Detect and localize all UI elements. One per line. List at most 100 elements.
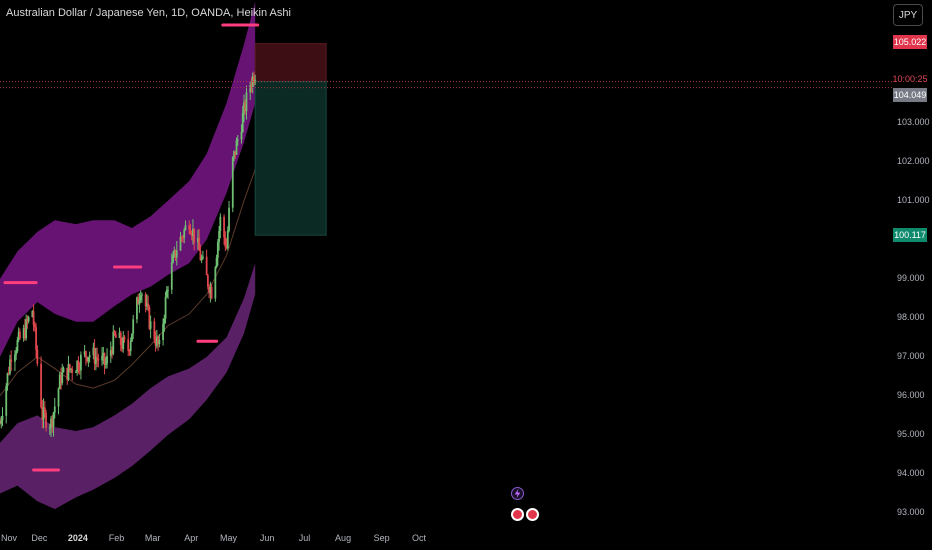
candle-body: [87, 357, 90, 362]
candle: [106, 348, 108, 369]
candle-body: [32, 310, 35, 325]
candle: [7, 366, 10, 376]
upper-band: [0, 1, 256, 357]
x-tick-label: Aug: [335, 533, 352, 543]
candle-body: [231, 157, 234, 208]
event-marker-1-icon[interactable]: [511, 508, 524, 521]
candle: [6, 372, 9, 391]
candle-body: [200, 258, 203, 261]
candle: [14, 350, 16, 372]
candle-body: [17, 331, 20, 340]
candle: [75, 370, 77, 373]
candle-body: [141, 294, 143, 296]
candle-body: [1, 415, 4, 421]
candle: [9, 354, 11, 376]
candle: [210, 283, 213, 300]
candle: [241, 105, 244, 133]
candle: [27, 315, 30, 324]
candle-body: [57, 388, 60, 407]
candle: [67, 355, 70, 382]
candle-body: [132, 319, 135, 334]
candle-body: [94, 356, 97, 364]
candle-body: [42, 407, 45, 420]
event-marker-2-icon[interactable]: [526, 508, 539, 521]
candle-body: [131, 333, 133, 342]
candle: [235, 137, 238, 155]
axis-lines: [0, 81, 893, 89]
x-tick-label: Feb: [108, 533, 125, 543]
candle: [172, 251, 174, 264]
candle: [118, 327, 121, 339]
candle-body: [48, 427, 51, 429]
candle: [70, 368, 72, 374]
candle: [92, 342, 95, 360]
candle: [88, 351, 91, 363]
candle-body: [23, 328, 26, 339]
candle-body: [76, 360, 79, 372]
candle: [223, 214, 225, 245]
candle: [53, 397, 56, 419]
candle-body: [123, 336, 126, 340]
candle: [153, 317, 156, 344]
countdown-tag: 10:00:25: [892, 72, 928, 86]
candle: [141, 292, 143, 303]
candle-body: [228, 207, 230, 231]
candle-body: [182, 237, 184, 239]
lightning-event-icon[interactable]: [511, 487, 524, 500]
candle-body: [206, 275, 209, 287]
candle: [22, 324, 25, 342]
candle-body: [179, 237, 182, 251]
candle: [157, 335, 159, 351]
candle-body: [101, 356, 103, 361]
candle: [103, 352, 106, 375]
candle: [180, 235, 183, 243]
candle: [228, 200, 230, 233]
candle-body: [253, 75, 255, 83]
candle: [206, 274, 209, 290]
candle-body: [10, 359, 13, 362]
candle-body: [7, 373, 10, 375]
candle-body: [223, 216, 225, 238]
candle-body: [190, 233, 193, 237]
candle-body: [86, 356, 89, 362]
candle: [5, 383, 8, 424]
candle-body: [174, 249, 177, 258]
candle: [170, 253, 173, 295]
candle: [139, 290, 142, 303]
candle-body: [15, 351, 18, 355]
candle-body: [71, 368, 74, 373]
candle: [48, 423, 51, 435]
candle: [214, 265, 217, 302]
candle: [1, 407, 4, 427]
candle-body: [193, 228, 196, 243]
candle-body: [127, 339, 130, 351]
candle: [188, 220, 191, 235]
candle: [208, 284, 211, 299]
candle: [31, 310, 34, 318]
candle: [112, 325, 115, 356]
candle-body: [31, 310, 34, 318]
candle: [138, 292, 141, 313]
candle-body: [78, 369, 81, 371]
candle: [165, 286, 168, 298]
candle-body: [66, 367, 69, 380]
candle: [131, 333, 133, 342]
candle-body: [52, 412, 55, 427]
candle-body: [162, 323, 164, 341]
currency-button[interactable]: JPY: [893, 4, 923, 26]
x-tick-label: Dec: [31, 533, 48, 543]
candle: [154, 331, 157, 352]
candle: [175, 240, 178, 266]
candle: [193, 228, 196, 251]
candle: [33, 321, 36, 332]
candle: [19, 328, 21, 340]
candle-body: [40, 363, 42, 408]
level-lines: [3, 23, 260, 472]
candle: [101, 347, 103, 366]
candle-body: [112, 331, 115, 354]
candle: [15, 347, 18, 360]
candle-body: [35, 327, 37, 350]
candle-body: [129, 341, 132, 351]
candle-body: [51, 418, 54, 427]
